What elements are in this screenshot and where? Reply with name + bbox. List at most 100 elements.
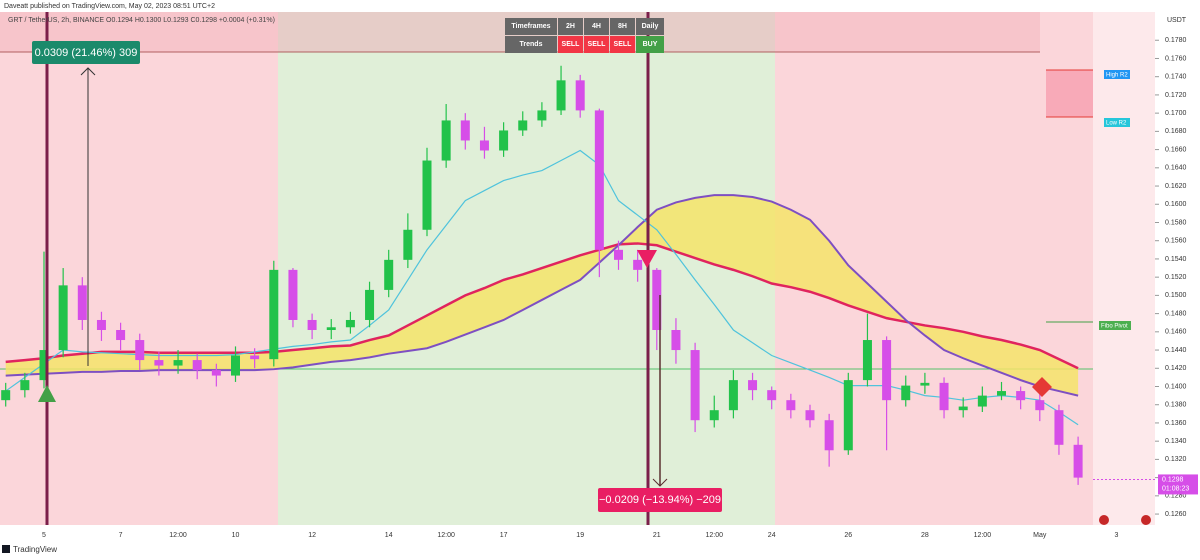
last-price: 0.1298 <box>1162 476 1184 483</box>
candle-body <box>614 249 623 260</box>
flag-icon <box>1141 515 1151 525</box>
moving-average <box>5 149 1079 426</box>
candle-body <box>1035 400 1045 411</box>
ma-cloud <box>5 195 1079 396</box>
candle-body <box>977 395 987 407</box>
candle-body <box>518 120 528 131</box>
candle-body <box>58 285 68 351</box>
table-cell: SELL <box>558 36 583 53</box>
x-tick-label: 12:00 <box>705 532 723 539</box>
candle-body <box>39 350 49 381</box>
countdown: 01:08:23 <box>1162 485 1189 492</box>
candle-body <box>939 382 949 411</box>
overlay: 0.0309 (21.46%) 309 −0.0209 (−13.94%) −2… <box>2 3 1198 554</box>
x-tick-label: 12:00 <box>974 532 992 539</box>
table-cell: BUY <box>636 36 664 53</box>
r2-zone <box>1046 70 1093 117</box>
footer: TradingView <box>13 545 57 554</box>
candle-body <box>882 340 892 401</box>
candle-body <box>805 410 815 421</box>
y-tick-label: 0.1620 <box>1165 183 1187 190</box>
candle-body <box>154 360 164 366</box>
x-tick-label: 17 <box>500 532 508 539</box>
table-header: 4H <box>584 18 609 35</box>
candle-body <box>786 400 796 411</box>
candle-body <box>307 319 317 331</box>
moving-average <box>5 242 1079 370</box>
candle-body <box>269 269 279 360</box>
x-tick-label: 12:00 <box>169 532 187 539</box>
candle-body <box>556 80 566 111</box>
pivot-tag <box>1099 321 1131 330</box>
y-tick-label: 0.1740 <box>1165 74 1187 81</box>
candle-body <box>77 285 87 320</box>
measure-text: 0.0309 (21.46%) 309 <box>35 47 138 59</box>
x-tick-label: 3 <box>1114 532 1118 539</box>
candle-body <box>920 382 930 386</box>
candle-body <box>384 259 394 290</box>
candle-body <box>345 319 355 328</box>
table-header: Timeframes <box>505 18 557 35</box>
measure-label <box>598 488 722 512</box>
exit-marker <box>1032 377 1052 397</box>
candle-body <box>250 355 260 360</box>
candle-body <box>1054 410 1064 445</box>
candle-body <box>403 229 413 260</box>
time-axis <box>0 525 1155 560</box>
pivot-label: High R2 <box>1106 73 1128 79</box>
y-tick-label: 0.1760 <box>1165 55 1187 62</box>
y-tick-label: 0.1660 <box>1165 146 1187 153</box>
y-tick-label: 0.1320 <box>1165 456 1187 463</box>
pivot-label: Low R2 <box>1106 121 1127 127</box>
y-axis-title: USDT <box>1167 17 1187 24</box>
candle-body <box>441 120 451 161</box>
flag-icon <box>1099 515 1109 525</box>
y-tick-label: 0.1480 <box>1165 310 1187 317</box>
table-header: 8H <box>610 18 635 35</box>
candle-body <box>1073 444 1083 478</box>
x-tick-label: 7 <box>119 532 123 539</box>
y-tick-label: 0.1420 <box>1165 365 1187 372</box>
x-tick-label: 10 <box>232 532 240 539</box>
x-tick-label: 21 <box>653 532 661 539</box>
moving-average <box>5 194 1079 397</box>
candle-body <box>709 410 719 421</box>
x-tick-label: 24 <box>768 532 776 539</box>
measure-label <box>32 41 140 64</box>
pivot-label: Fibo Pivot <box>1101 324 1128 330</box>
y-tick-label: 0.1460 <box>1165 329 1187 336</box>
y-tick-label: 0.1640 <box>1165 165 1187 172</box>
x-tick-label: 26 <box>844 532 852 539</box>
x-tick-label: 14 <box>385 532 393 539</box>
table-header: 2H <box>558 18 583 35</box>
candle-body <box>690 350 700 421</box>
y-tick-label: 0.1520 <box>1165 274 1187 281</box>
arrow-head <box>80 67 96 76</box>
x-tick-label: 12 <box>308 532 316 539</box>
candle-body <box>1016 391 1026 401</box>
candle-body <box>479 140 489 151</box>
candle-body <box>958 406 968 411</box>
candle-body <box>901 385 911 401</box>
timeframes-table: Timeframes 2H 4H 8H Daily Trends SELL SE… <box>505 18 664 53</box>
y-tick-label: 0.1560 <box>1165 238 1187 245</box>
candle-body <box>20 380 30 391</box>
zone <box>278 12 775 525</box>
y-tick-label: 0.1400 <box>1165 383 1187 390</box>
candle-body <box>365 289 375 320</box>
candle-body <box>594 110 604 250</box>
candle-body <box>843 380 853 451</box>
candle-body <box>575 80 585 111</box>
candle-body <box>748 380 758 391</box>
pivot-tag <box>1104 70 1130 79</box>
y-tick-label: 0.1500 <box>1165 292 1187 299</box>
x-tick-label: 5 <box>42 532 46 539</box>
zone <box>1093 12 1155 525</box>
candle-body <box>728 380 738 411</box>
y-tick-label: 0.1440 <box>1165 347 1187 354</box>
candle-body <box>537 110 547 121</box>
price-axis <box>1155 0 1200 560</box>
x-tick-label: May <box>1033 532 1047 539</box>
y-tick-label: 0.1380 <box>1165 402 1187 409</box>
